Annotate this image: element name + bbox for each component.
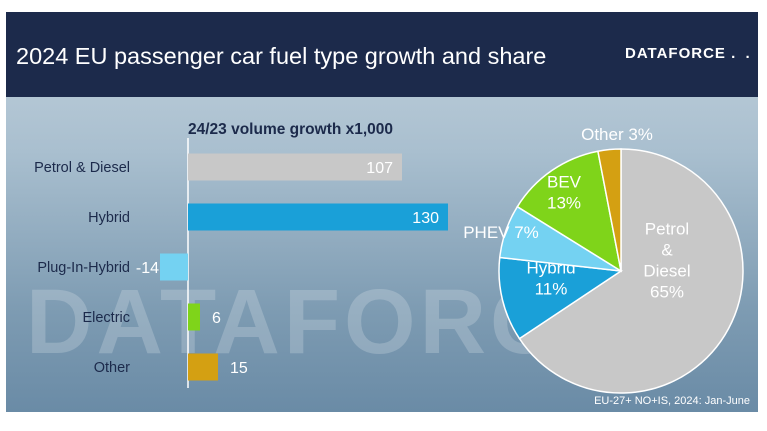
pie-slice-label: 13% bbox=[547, 194, 581, 213]
bar-plug-in-hybrid bbox=[160, 253, 188, 281]
category-label: Other bbox=[94, 360, 130, 376]
bar-hybrid bbox=[188, 203, 448, 231]
brand-logo-text: DATAFORCE bbox=[625, 45, 726, 62]
header-bar: 2024 EU passenger car fuel type growth a… bbox=[6, 12, 758, 97]
chart-canvas: 24/23 volume growth x1,000 Petrol & Diese… bbox=[34, 121, 744, 394]
pie-slice-other bbox=[597, 148, 622, 272]
pie-slice-petrol-diesel bbox=[518, 148, 744, 394]
pie-slice-label: Diesel bbox=[643, 262, 690, 281]
pie-slice-hybrid bbox=[498, 256, 624, 340]
brand-logo-dots: . . bbox=[731, 45, 753, 62]
category-label: Plug-In-Hybrid bbox=[37, 260, 130, 276]
pie-slice-label: PHEV 7% bbox=[463, 223, 539, 242]
category-label: Hybrid bbox=[88, 210, 130, 226]
pie-slice-label: BEV bbox=[547, 173, 582, 192]
pie-slice-label: & bbox=[661, 241, 673, 260]
source-note: EU-27+ NO+IS, 2024: Jan-June bbox=[594, 395, 750, 407]
slide: DATAFORCE 2024 EU passenger car fuel typ… bbox=[6, 12, 758, 412]
pie-slice-bev bbox=[516, 150, 623, 273]
bar-electric bbox=[188, 303, 200, 331]
bar-other bbox=[188, 353, 218, 381]
brand-logo: DATAFORCE . . bbox=[625, 45, 753, 62]
bar-petrol-diesel bbox=[188, 153, 402, 181]
pie-slice-label: 65% bbox=[650, 283, 684, 302]
category-label: Electric bbox=[82, 310, 130, 326]
bar-value-label: 6 bbox=[212, 310, 221, 327]
bar-value-label: 130 bbox=[412, 210, 439, 227]
bar-value-label: -14 bbox=[136, 260, 159, 277]
bar-chart: 24/23 volume growth x1,000 Petrol & Diese… bbox=[34, 121, 448, 388]
bar-value-label: 15 bbox=[230, 360, 248, 377]
bar-value-label: 107 bbox=[366, 160, 393, 177]
category-label: Petrol & Diesel bbox=[34, 160, 130, 176]
pie-slice-label: Other 3% bbox=[581, 125, 653, 144]
bar-chart-title: 24/23 volume growth x1,000 bbox=[188, 121, 393, 138]
pie-slice-label: Petrol bbox=[645, 220, 689, 239]
pie-slice-label: 11% bbox=[535, 280, 568, 299]
page-title: 2024 EU passenger car fuel type growth a… bbox=[16, 43, 547, 69]
